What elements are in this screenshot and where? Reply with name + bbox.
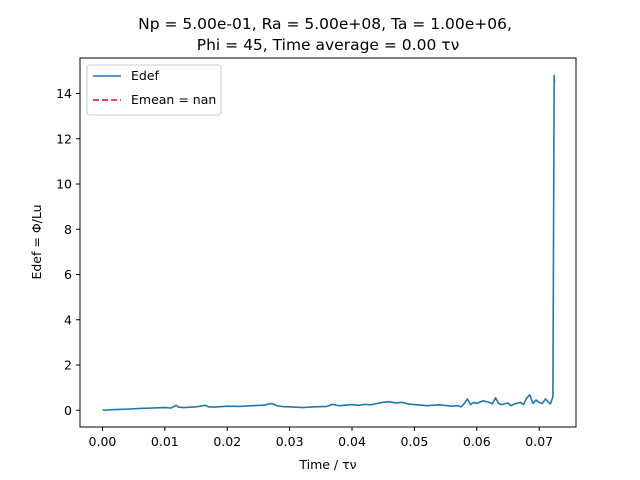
y-ticks: 0 2 4 6 8 10 12 14 — [56, 86, 80, 418]
legend-label-emean: Emean = nan — [131, 92, 216, 107]
x-tick-label: 0.03 — [276, 434, 304, 449]
x-axis-label: Time / τν — [298, 457, 356, 472]
x-tick-label: 0.01 — [151, 434, 179, 449]
x-tick-label: 0.02 — [213, 434, 241, 449]
y-axis-label: Edef = Φ/Lu — [29, 204, 44, 279]
series-group — [102, 74, 556, 412]
y-tick-label: 2 — [64, 358, 72, 373]
x-tick-label: 0.05 — [400, 434, 428, 449]
y-tick-label: 12 — [56, 131, 72, 146]
y-tick-label: 14 — [56, 86, 72, 101]
y-tick-label: 6 — [64, 267, 72, 282]
x-ticks: 0.00 0.01 0.02 0.03 0.04 0.05 0.06 0.07 — [89, 427, 553, 449]
legend-label-edef: Edef — [131, 68, 160, 83]
chart-title-line1: Np = 5.00e-01, Ra = 5.00e+08, Ta = 1.00e… — [138, 15, 512, 33]
y-tick-label: 0 — [64, 403, 72, 418]
x-tick-label: 0.04 — [338, 434, 366, 449]
plot-area — [79, 57, 577, 428]
y-tick-label: 10 — [56, 177, 72, 192]
series-line-0 — [102, 74, 556, 412]
x-tick-label: 0.00 — [89, 434, 117, 449]
y-tick-label: 4 — [64, 312, 72, 327]
chart-title-line2: Phi = 45, Time average = 0.00 τν — [197, 36, 459, 54]
legend: Edef Emean = nan — [86, 64, 222, 116]
x-tick-label: 0.06 — [463, 434, 491, 449]
legend-box — [86, 64, 222, 116]
y-tick-label: 8 — [64, 222, 72, 237]
x-tick-label: 0.07 — [525, 434, 553, 449]
